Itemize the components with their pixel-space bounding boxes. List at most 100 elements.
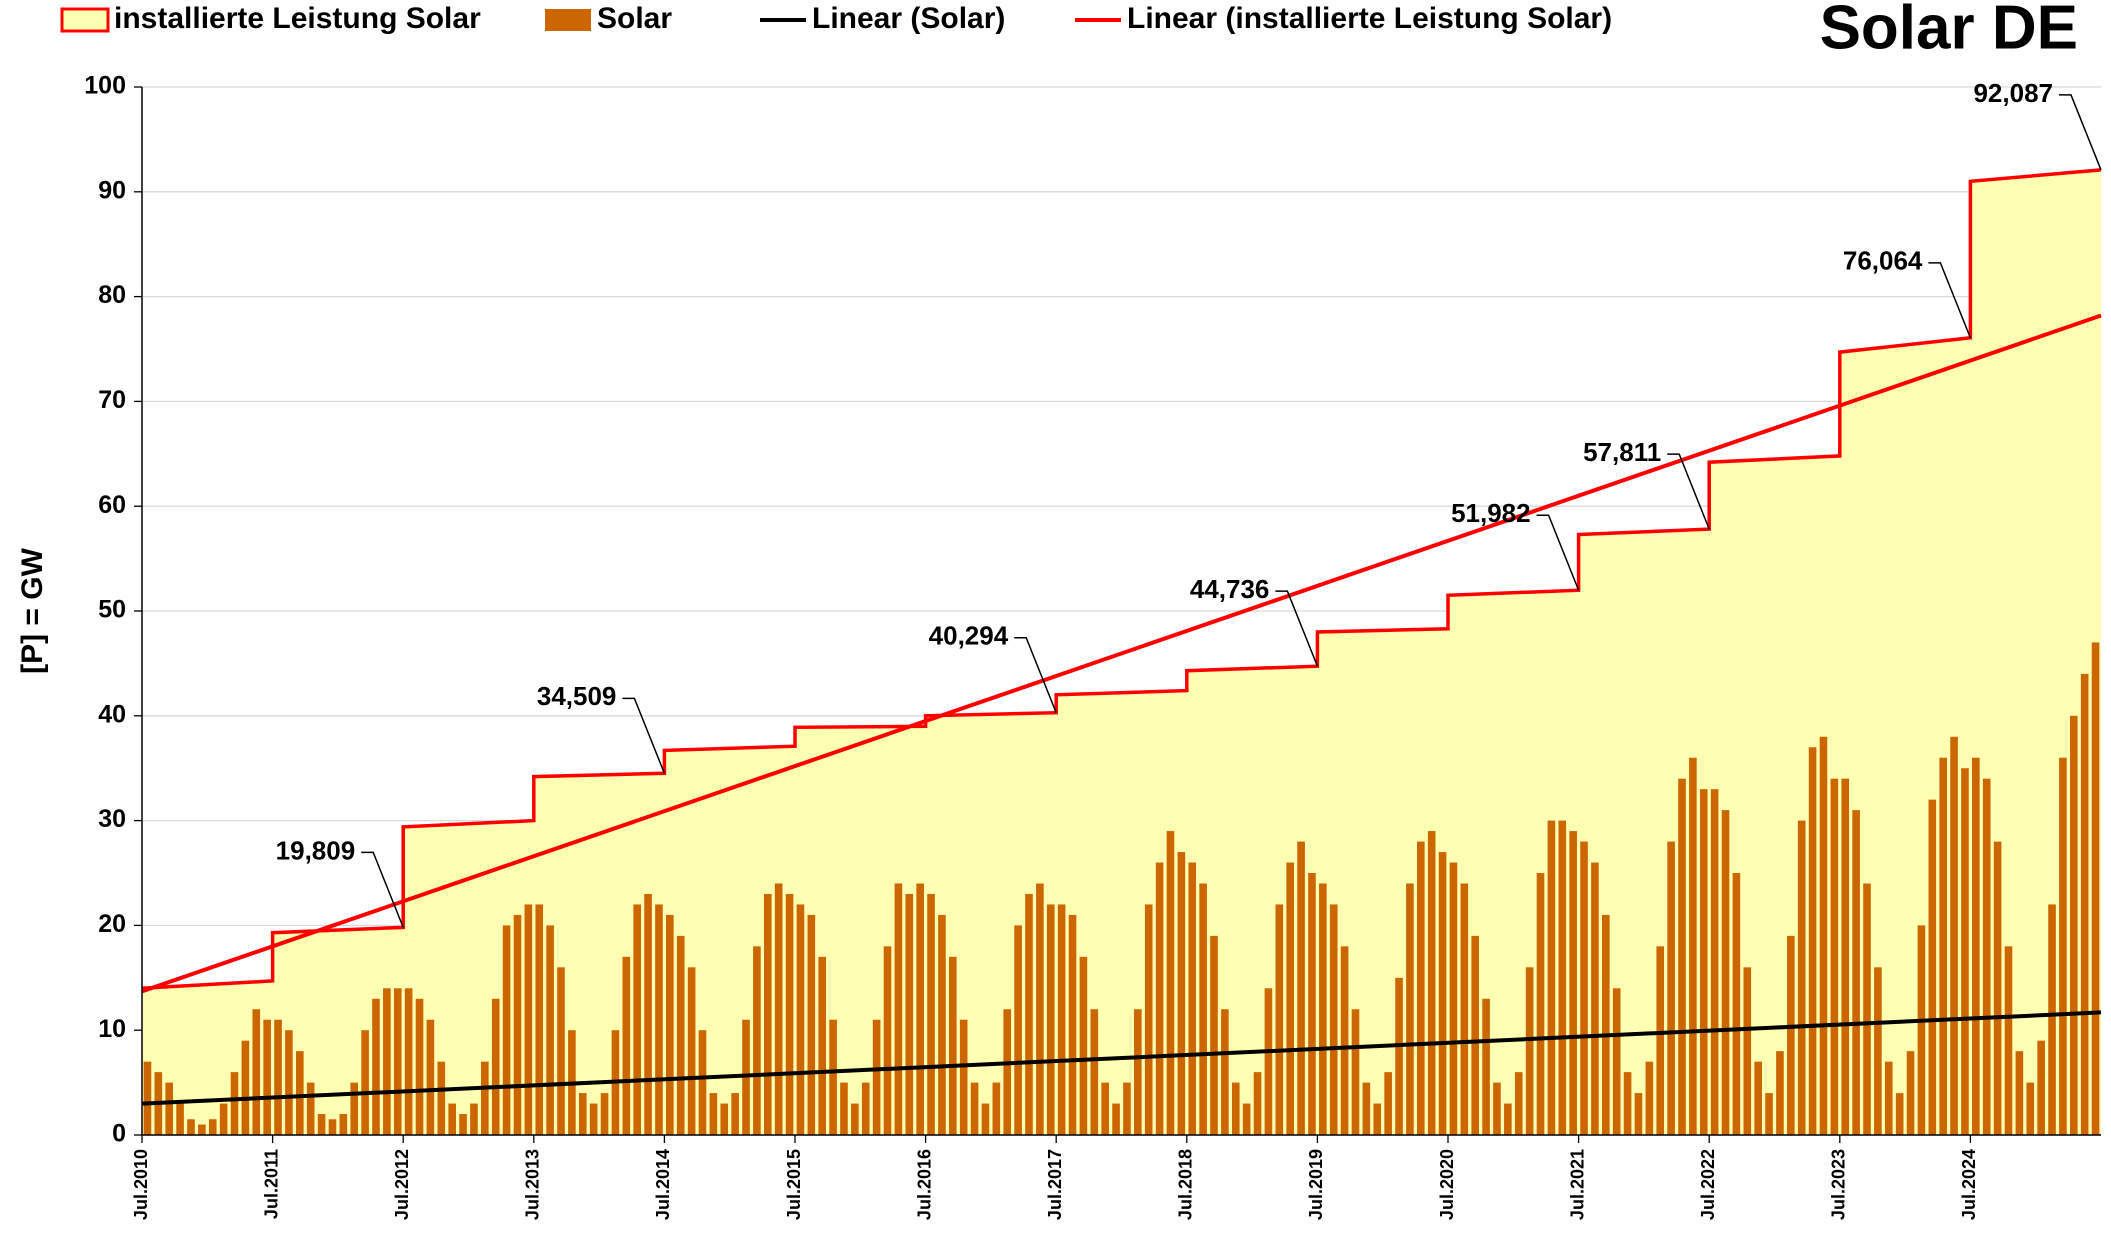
y-tick-label: 0 bbox=[112, 1120, 126, 1148]
bar bbox=[361, 1030, 369, 1135]
bar bbox=[1057, 904, 1066, 1135]
x-tick-label: Jul.2018 bbox=[1176, 1149, 1196, 1220]
bar bbox=[1319, 883, 1327, 1135]
annotation-label: 19,809 bbox=[276, 835, 356, 865]
bar bbox=[1134, 1009, 1142, 1135]
annotation-label: 44,736 bbox=[1190, 574, 1270, 604]
bar bbox=[818, 956, 827, 1135]
bar bbox=[763, 893, 772, 1135]
bar bbox=[1982, 778, 1991, 1135]
bar bbox=[546, 925, 554, 1135]
bar bbox=[1253, 1072, 1262, 1135]
bar bbox=[328, 1119, 337, 1135]
bar bbox=[491, 998, 500, 1135]
legend-label: installierte Leistung Solar bbox=[114, 2, 481, 35]
bar bbox=[1046, 904, 1055, 1135]
bar bbox=[1591, 862, 1599, 1135]
bar bbox=[633, 904, 642, 1135]
bar bbox=[1928, 799, 1937, 1135]
y-axis-label: [P] = GW bbox=[16, 547, 49, 674]
bar bbox=[1797, 820, 1806, 1135]
x-tick-label: Jul.2016 bbox=[914, 1149, 934, 1220]
bar bbox=[1689, 757, 1697, 1135]
bar bbox=[295, 1051, 304, 1135]
bar bbox=[1699, 789, 1708, 1135]
bar bbox=[187, 1119, 195, 1135]
bar bbox=[1068, 914, 1077, 1135]
bar bbox=[1961, 768, 1969, 1135]
bar bbox=[1210, 935, 1218, 1135]
bar bbox=[1504, 1103, 1512, 1135]
bar bbox=[1003, 1009, 1012, 1135]
bar bbox=[753, 946, 761, 1135]
bar bbox=[1416, 841, 1425, 1135]
legend-swatch bbox=[60, 7, 110, 33]
bar bbox=[535, 904, 544, 1135]
area-layer bbox=[142, 169, 2101, 1135]
bar bbox=[415, 998, 424, 1135]
bar bbox=[1895, 1093, 1904, 1135]
bar bbox=[1776, 1051, 1784, 1135]
bar bbox=[687, 967, 696, 1135]
bar bbox=[176, 1103, 184, 1135]
bar bbox=[1242, 1103, 1251, 1135]
bar bbox=[241, 1040, 250, 1135]
bar bbox=[709, 1093, 718, 1135]
bar bbox=[1710, 789, 1719, 1135]
bar bbox=[622, 956, 631, 1135]
bar bbox=[1972, 757, 1980, 1135]
leader-line bbox=[622, 697, 666, 774]
chart-title: Solar DE bbox=[1820, 0, 2078, 62]
leader-line bbox=[361, 851, 404, 928]
x-tick-label: Jul.2011 bbox=[261, 1149, 281, 1219]
bar bbox=[252, 1009, 261, 1135]
bar bbox=[448, 1103, 456, 1135]
bar bbox=[263, 1019, 271, 1135]
bar bbox=[1623, 1072, 1632, 1135]
bar bbox=[1601, 914, 1610, 1135]
bar bbox=[1536, 873, 1545, 1135]
y-tick-label: 50 bbox=[98, 596, 126, 624]
legend-label: Linear (installierte Leistung Solar) bbox=[1127, 2, 1612, 35]
bar bbox=[1580, 841, 1588, 1135]
bar bbox=[578, 1093, 587, 1135]
bar bbox=[1906, 1051, 1915, 1135]
bar bbox=[470, 1103, 478, 1135]
legend-label: Solar bbox=[597, 2, 672, 35]
bar bbox=[959, 1019, 968, 1135]
bar bbox=[1264, 988, 1273, 1135]
bar bbox=[404, 988, 413, 1135]
x-tick-label: Jul.2017 bbox=[1045, 1149, 1065, 1220]
legend-label: Linear (Solar) bbox=[812, 2, 1005, 35]
bar bbox=[208, 1119, 217, 1135]
bar bbox=[1471, 935, 1480, 1135]
bar bbox=[1547, 820, 1556, 1135]
bar bbox=[829, 1019, 837, 1135]
bar bbox=[372, 998, 380, 1135]
bar bbox=[1449, 862, 1458, 1135]
bar bbox=[1754, 1061, 1762, 1135]
bar bbox=[1514, 1072, 1523, 1135]
bar bbox=[350, 1082, 359, 1135]
leader-line bbox=[1275, 590, 1319, 667]
bar bbox=[1558, 820, 1567, 1135]
bar bbox=[851, 1103, 859, 1135]
bar bbox=[1275, 904, 1284, 1135]
x-tick-label: Jul.2024 bbox=[1959, 1149, 1979, 1220]
leader-line bbox=[2059, 94, 2102, 171]
bar bbox=[1351, 1009, 1360, 1135]
bar bbox=[676, 935, 685, 1135]
legend: installierte Leistung Solar Solar Linear (… bbox=[60, 2, 1612, 35]
bar bbox=[2004, 946, 2013, 1135]
step-line bbox=[141, 168, 2102, 991]
bar bbox=[317, 1114, 326, 1135]
annotation-label: 51,982 bbox=[1451, 498, 1531, 528]
trend-line bbox=[141, 1010, 2102, 1106]
y-tick-label: 10 bbox=[98, 1015, 126, 1043]
bar bbox=[230, 1072, 239, 1135]
y-tick-label: 40 bbox=[98, 700, 126, 728]
bar bbox=[1025, 893, 1033, 1135]
trend-line bbox=[141, 313, 2102, 994]
bar bbox=[285, 1030, 293, 1135]
bar bbox=[1340, 946, 1349, 1135]
